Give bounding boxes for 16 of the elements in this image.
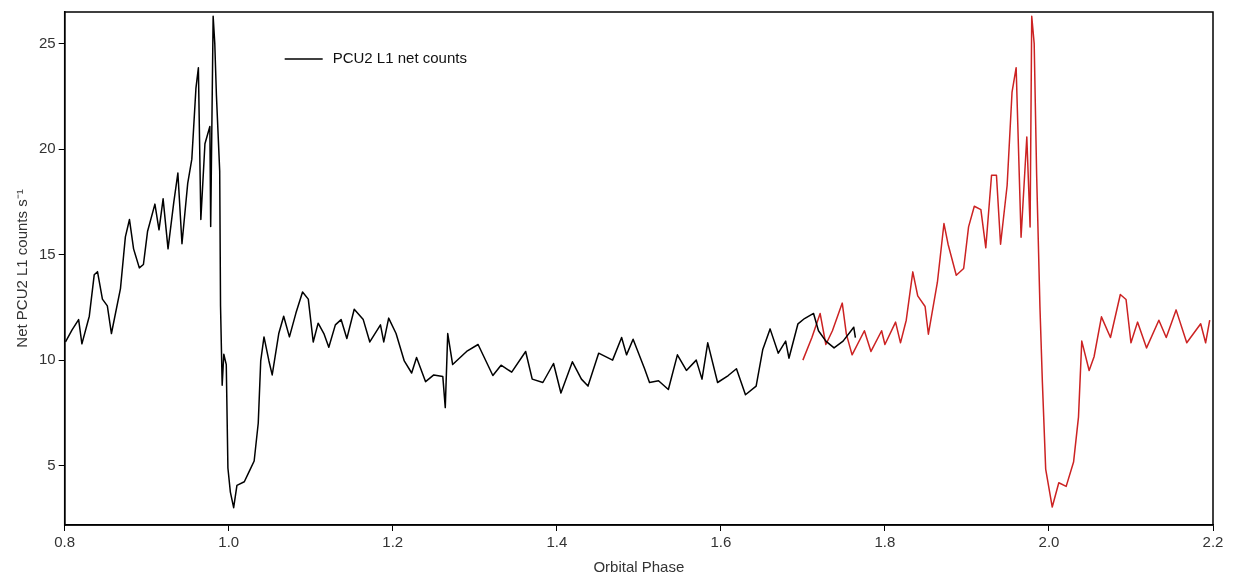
x-tick-label: 0.8	[54, 533, 76, 551]
x-tick-label: 2.2	[1202, 533, 1224, 551]
y-tick-label: 20	[39, 139, 56, 157]
legend-label: PCU2 L1 net counts	[332, 49, 467, 67]
x-tick-label: 1.2	[382, 533, 404, 551]
y-tick-label: 10	[39, 350, 56, 368]
x-tick-label: 1.8	[874, 533, 896, 551]
x-tick-label: 1.0	[218, 533, 240, 551]
x-tick-label: 2.0	[1038, 533, 1060, 551]
y-tick-label: 5	[47, 456, 56, 474]
y-axis-title: Net PCU2 L1 counts s⁻¹	[13, 189, 31, 348]
x-tick-label: 1.4	[546, 533, 568, 551]
y-tick-label: 15	[39, 244, 56, 262]
x-axis-title: Orbital Phase	[593, 558, 685, 576]
x-tick-label: 1.6	[710, 533, 732, 551]
y-tick-label: 25	[39, 33, 56, 51]
